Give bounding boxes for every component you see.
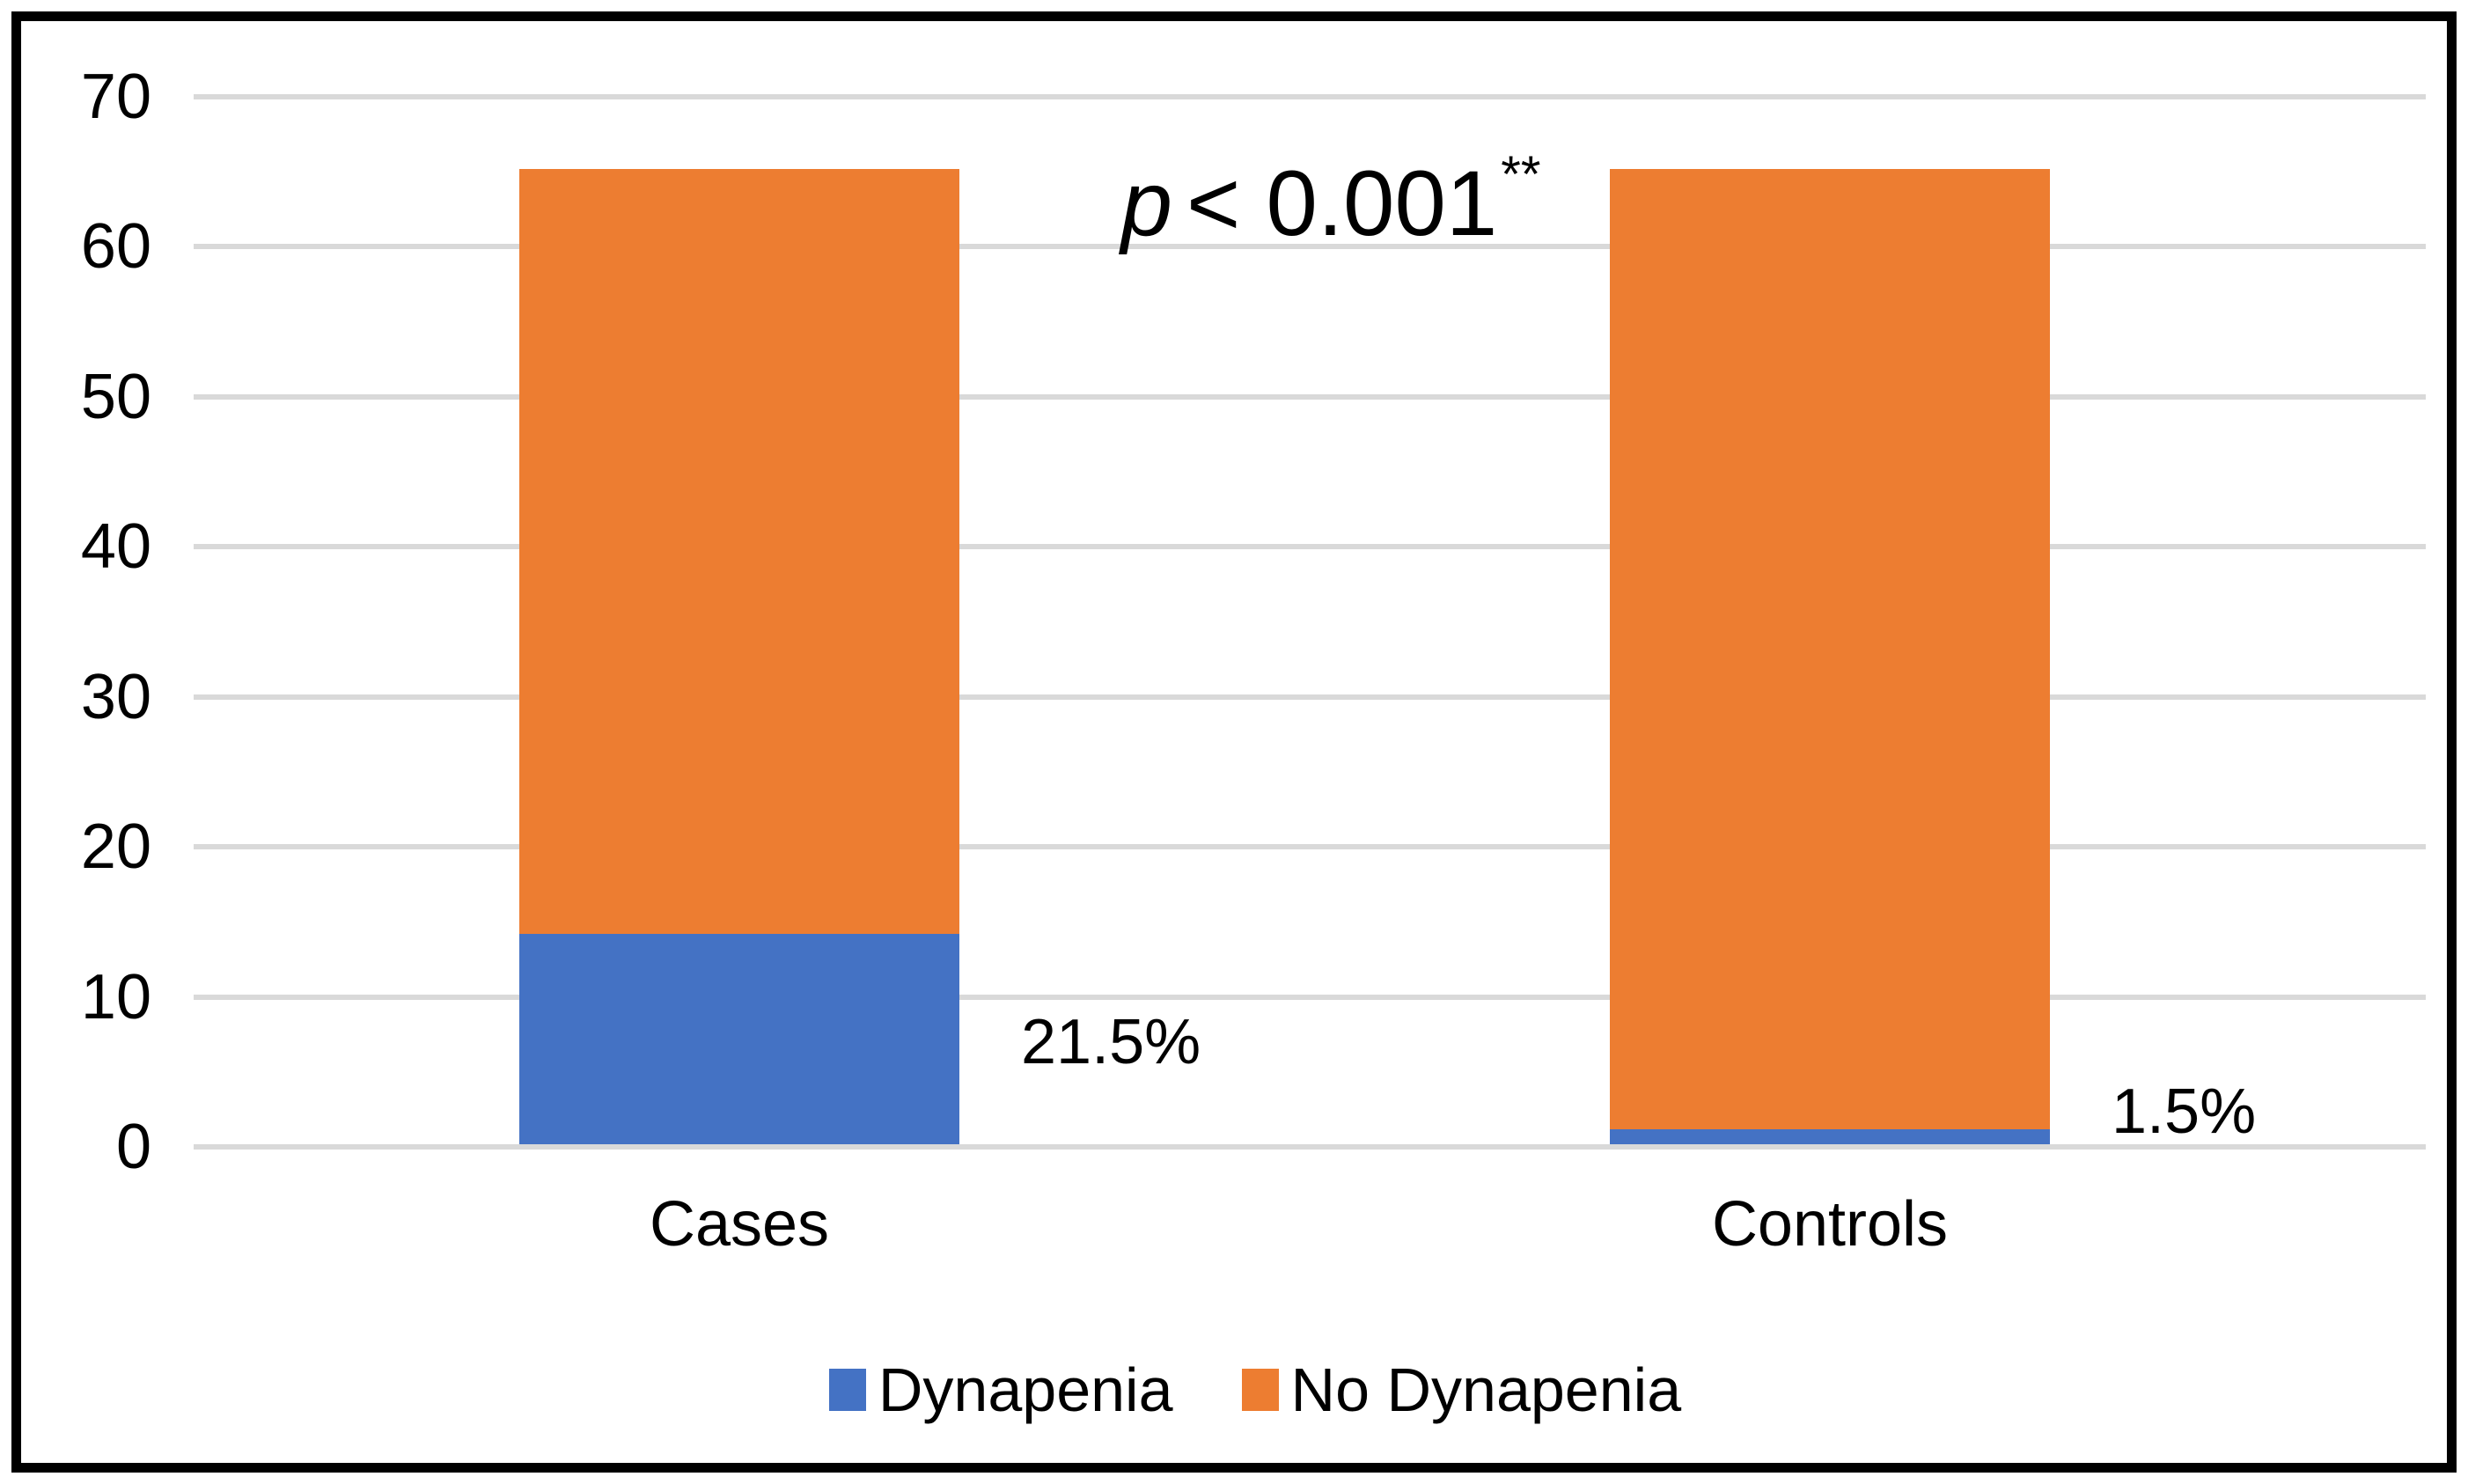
y-tick-label: 10	[80, 961, 151, 1032]
gridline	[194, 244, 2426, 250]
y-tick-label: 0	[115, 1112, 151, 1182]
gridline	[194, 93, 2426, 99]
category-label-cases: Cases	[649, 1189, 830, 1260]
gridline	[194, 994, 2426, 1000]
chart-frame: 0 10 20 30 40 50 60 70 21.5% 1.5% p < 0.001** Cas…	[11, 11, 2457, 1473]
y-tick-label: 40	[80, 511, 151, 583]
y-tick-label: 60	[80, 211, 151, 283]
gridline	[194, 844, 2426, 850]
gridline	[194, 393, 2426, 400]
y-tick-label: 20	[80, 812, 151, 883]
y-tick-label: 50	[80, 361, 151, 432]
legend: Dynapenia No Dynapenia	[42, 1355, 2468, 1425]
percent-label: 1.5%	[2112, 1076, 2257, 1147]
bar-segment-dynapenia	[519, 934, 959, 1144]
category-label-controls: Controls	[1711, 1189, 1949, 1260]
bar-segment-dynapenia	[1610, 1128, 2050, 1144]
gridline	[194, 1144, 2426, 1150]
significance-asterisks: **	[1501, 145, 1541, 203]
legend-label: Dynapenia	[878, 1355, 1173, 1424]
legend-label: No Dynapenia	[1290, 1355, 1682, 1424]
y-tick-label: 30	[80, 661, 151, 732]
y-tick-label: 70	[80, 61, 151, 132]
legend-swatch-no-dynapenia	[1241, 1369, 1279, 1411]
bar-segment-no-dynapenia	[1610, 169, 2050, 1129]
bar-segment-no-dynapenia	[519, 169, 959, 935]
percent-label: 21.5%	[1021, 1006, 1201, 1077]
legend-item-no-dynapenia: No Dynapenia	[1241, 1355, 1682, 1425]
p-comparison: < 0.001	[1186, 152, 1498, 255]
legend-swatch-dynapenia	[828, 1369, 866, 1411]
legend-item-dynapenia: Dynapenia	[828, 1355, 1173, 1425]
p-symbol: p	[1120, 152, 1172, 255]
gridline	[194, 544, 2426, 550]
p-value-annotation: p < 0.001**	[215, 146, 2447, 257]
gridline	[194, 694, 2426, 700]
